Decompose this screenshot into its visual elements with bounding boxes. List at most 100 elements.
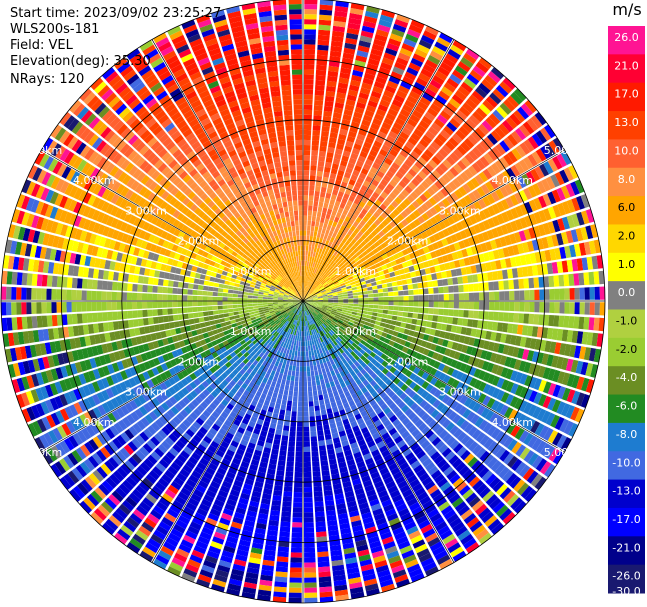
velocity-gate (341, 289, 348, 293)
velocity-gate (401, 127, 412, 136)
velocity-gate (360, 339, 367, 346)
velocity-gate (314, 274, 318, 280)
velocity-gate (518, 400, 528, 412)
velocity-gate (399, 339, 407, 346)
velocity-gate (353, 265, 360, 271)
velocity-gate (524, 253, 532, 265)
velocity-gate (468, 283, 474, 292)
velocity-gate (523, 187, 533, 200)
velocity-gate (320, 409, 327, 416)
velocity-gate (354, 106, 365, 114)
velocity-gate (499, 355, 507, 366)
velocity-gate (319, 254, 324, 260)
velocity-gate (468, 114, 481, 126)
velocity-gate (337, 306, 343, 310)
velocity-gate (304, 19, 317, 25)
velocity-gate (446, 226, 455, 235)
velocity-gate (509, 194, 519, 206)
velocity-gate (436, 272, 443, 280)
velocity-gate (397, 263, 404, 270)
velocity-gate (448, 301, 454, 309)
velocity-gate (348, 195, 356, 203)
velocity-gate (363, 294, 369, 298)
velocity-gate (290, 547, 302, 553)
velocity-gate (523, 432, 534, 446)
velocity-gate (527, 404, 537, 417)
velocity-gate (430, 141, 441, 151)
velocity-gate (535, 148, 547, 162)
velocity-gate (554, 342, 562, 355)
velocity-gate (508, 181, 518, 193)
velocity-gate (585, 379, 595, 394)
velocity-gate (374, 276, 381, 282)
velocity-gate (372, 248, 379, 255)
velocity-gate (553, 275, 560, 287)
velocity-gate (312, 297, 318, 300)
velocity-gate (528, 390, 538, 403)
velocity-gate (341, 244, 348, 250)
velocity-gate (362, 77, 374, 86)
velocity-gate (295, 456, 303, 463)
velocity-gate (295, 345, 299, 351)
velocity-gate (279, 531, 290, 538)
velocity-gate (519, 203, 529, 216)
velocity-gate (315, 308, 321, 312)
velocity-gate (450, 234, 458, 243)
velocity-gate (350, 314, 357, 318)
velocity-gate (541, 353, 549, 366)
velocity-gate (324, 377, 330, 384)
velocity-gate (434, 180, 444, 190)
velocity-gate (352, 306, 358, 310)
velocity-gate (553, 315, 560, 327)
velocity-gate (298, 381, 303, 387)
velocity-gate (422, 281, 429, 288)
velocity-gate (306, 240, 310, 246)
velocity-gate (455, 326, 462, 334)
velocity-gate (353, 227, 360, 235)
velocity-gate (413, 295, 419, 301)
velocity-gate (549, 248, 557, 261)
velocity-gate (394, 196, 403, 205)
velocity-gate (345, 37, 358, 45)
velocity-gate (373, 140, 383, 149)
velocity-gate (482, 168, 493, 180)
velocity-gate (303, 431, 310, 437)
velocity-gate (389, 220, 397, 228)
velocity-gate (312, 294, 317, 297)
velocity-gate (529, 289, 535, 300)
velocity-gate (399, 243, 406, 251)
velocity-gate (566, 199, 576, 213)
velocity-gate (486, 397, 496, 409)
velocity-gate (418, 301, 424, 307)
velocity-gate (390, 260, 397, 267)
velocity-gate (450, 269, 457, 277)
velocity-gate (402, 104, 413, 114)
velocity-gate (396, 238, 403, 246)
velocity-gate (383, 117, 394, 126)
velocity-gate (391, 200, 399, 209)
velocity-gate (339, 325, 346, 331)
velocity-gate (488, 251, 495, 261)
velocity-gate (331, 288, 337, 292)
velocity-gate (421, 275, 428, 282)
velocity-gate (317, 44, 329, 51)
velocity-gate (305, 292, 309, 297)
velocity-gate (381, 234, 389, 242)
velocity-gate (424, 267, 431, 275)
velocity-gate (383, 187, 392, 195)
velocity-gate (303, 180, 309, 186)
velocity-gate (309, 175, 316, 181)
velocity-gate (307, 376, 312, 382)
velocity-gate (444, 348, 452, 357)
velocity-gate (425, 219, 434, 228)
velocity-gate (395, 337, 402, 344)
velocity-gate (445, 140, 456, 151)
velocity-gate (442, 159, 452, 169)
velocity-gate (350, 316, 356, 321)
velocity-gate (444, 332, 451, 340)
velocity-gate (366, 339, 373, 345)
velocity-gate (581, 210, 590, 225)
velocity-gate (543, 381, 552, 394)
velocity-gate (442, 374, 451, 384)
velocity-gate (453, 309, 459, 317)
